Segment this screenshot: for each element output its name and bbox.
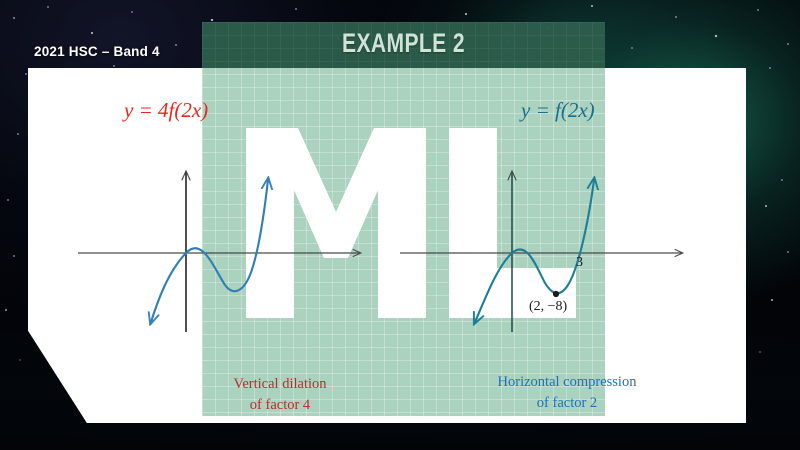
band-grid-texture (202, 22, 605, 416)
right-graph-caption: Horizontal compression of factor 2 (497, 374, 637, 411)
left-graph-caption: Vertical dilation of factor 4 (233, 376, 327, 413)
x-intercept-label: 3 (576, 255, 583, 270)
left-graph-equation: y = 4f(2x) (124, 98, 209, 122)
minimum-point-label: (2, −8) (529, 299, 568, 314)
right-graph-equation: y = f(2x) (521, 98, 595, 122)
title-band (202, 22, 605, 68)
logo-band (202, 22, 605, 416)
slide-kicker: 2021 HSC – Band 4 (34, 44, 160, 59)
page-title: EXAMPLE 2 (342, 28, 465, 58)
